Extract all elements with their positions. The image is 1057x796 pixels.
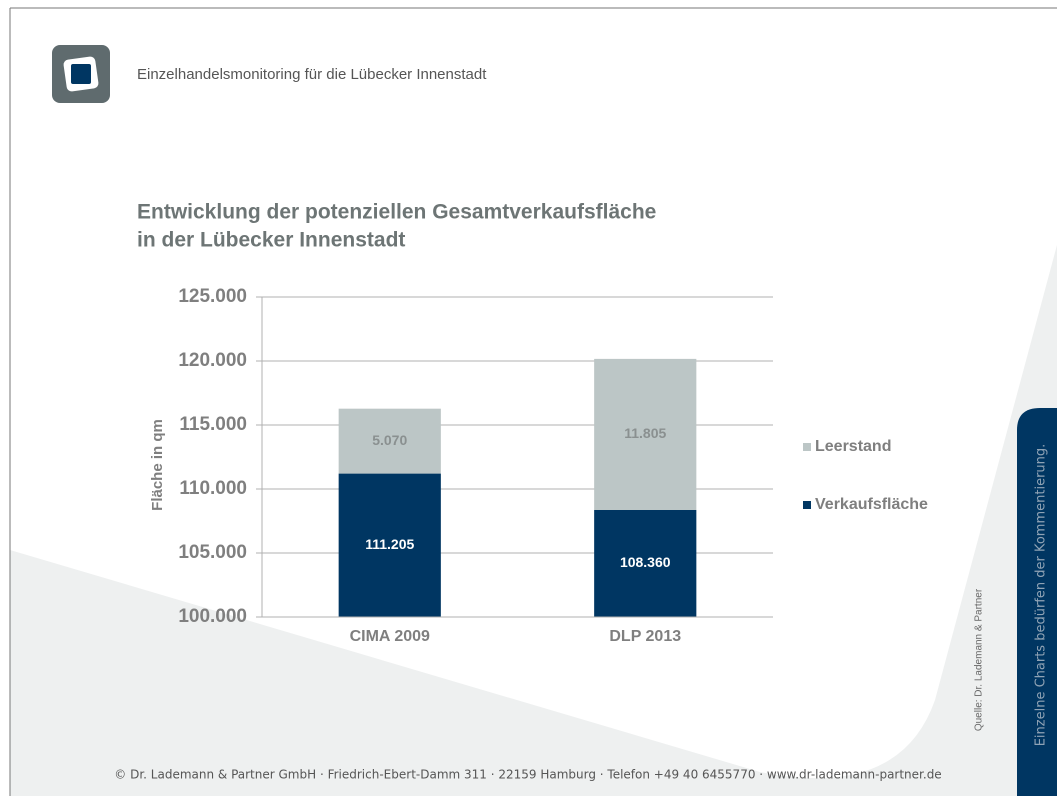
y-tick-label: 115.000 — [179, 414, 247, 435]
legend-label: Leerstand — [815, 438, 891, 455]
chart-title: in der Lübecker Innenstadt — [137, 229, 405, 252]
legend-label: Verkaufsfläche — [815, 496, 928, 513]
legend-swatch — [803, 443, 811, 451]
x-tick-label: DLP 2013 — [609, 628, 681, 645]
side-note: Einzelne Charts bedürfen der Kommentieru… — [1034, 444, 1049, 747]
logo — [52, 45, 110, 103]
legend-swatch — [803, 501, 811, 509]
value-label: 11.805 — [624, 425, 666, 441]
source: Quelle: Dr. Lademann & Partner — [974, 588, 985, 731]
footer: © Dr. Lademann & Partner GmbH · Friedric… — [114, 768, 941, 782]
chart-title: Entwicklung der potenziellen Gesamtverka… — [137, 201, 656, 224]
value-label: 108.360 — [620, 554, 671, 570]
y-tick-label: 105.000 — [178, 542, 247, 563]
background-shape — [10, 245, 1057, 796]
side-tab — [1017, 408, 1057, 796]
value-label: 5.070 — [372, 432, 407, 448]
value-label: 111.205 — [365, 536, 414, 552]
bar-segment — [338, 473, 441, 617]
bar-segment — [594, 358, 697, 510]
header-text: Einzelhandelsmonitoring für die Lübecker… — [137, 66, 487, 83]
y-tick-label: 100.000 — [178, 606, 247, 627]
x-tick-label: CIMA 2009 — [350, 628, 430, 645]
y-tick-label: 125.000 — [178, 286, 247, 307]
y-axis-label: Fläche in qm — [149, 419, 166, 511]
bar-segment — [594, 509, 697, 617]
y-tick-label: 120.000 — [178, 350, 247, 371]
bar-segment — [338, 408, 441, 474]
y-tick-label: 110.000 — [179, 478, 247, 499]
